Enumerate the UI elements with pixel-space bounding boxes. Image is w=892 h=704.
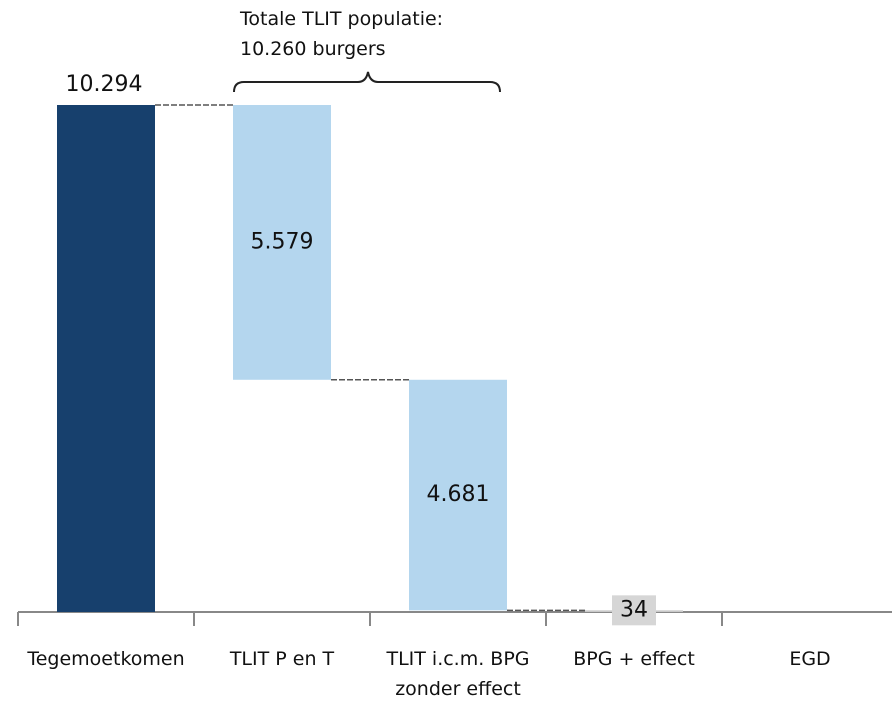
x-tick-label: BPG + effect [573,648,695,670]
x-tick-label: TLIT P en T [229,648,335,670]
x-tick-label: TLIT i.c.m. BPG zonder effect [386,648,530,700]
x-tick-label: Tegemoetkomen [27,648,185,670]
value-label: 10.294 [66,72,143,97]
bar [57,105,155,612]
bar [409,379,507,611]
bar [233,105,331,380]
value-label-box [612,595,656,626]
value-label: 34 [620,597,648,622]
x-tick-label: EGD [789,648,831,670]
value-label: 4.681 [427,482,490,507]
value-label: 5.579 [251,229,314,254]
annotation: Totale TLIT populatie: 10.260 burgers [240,8,444,60]
brace [233,71,501,93]
